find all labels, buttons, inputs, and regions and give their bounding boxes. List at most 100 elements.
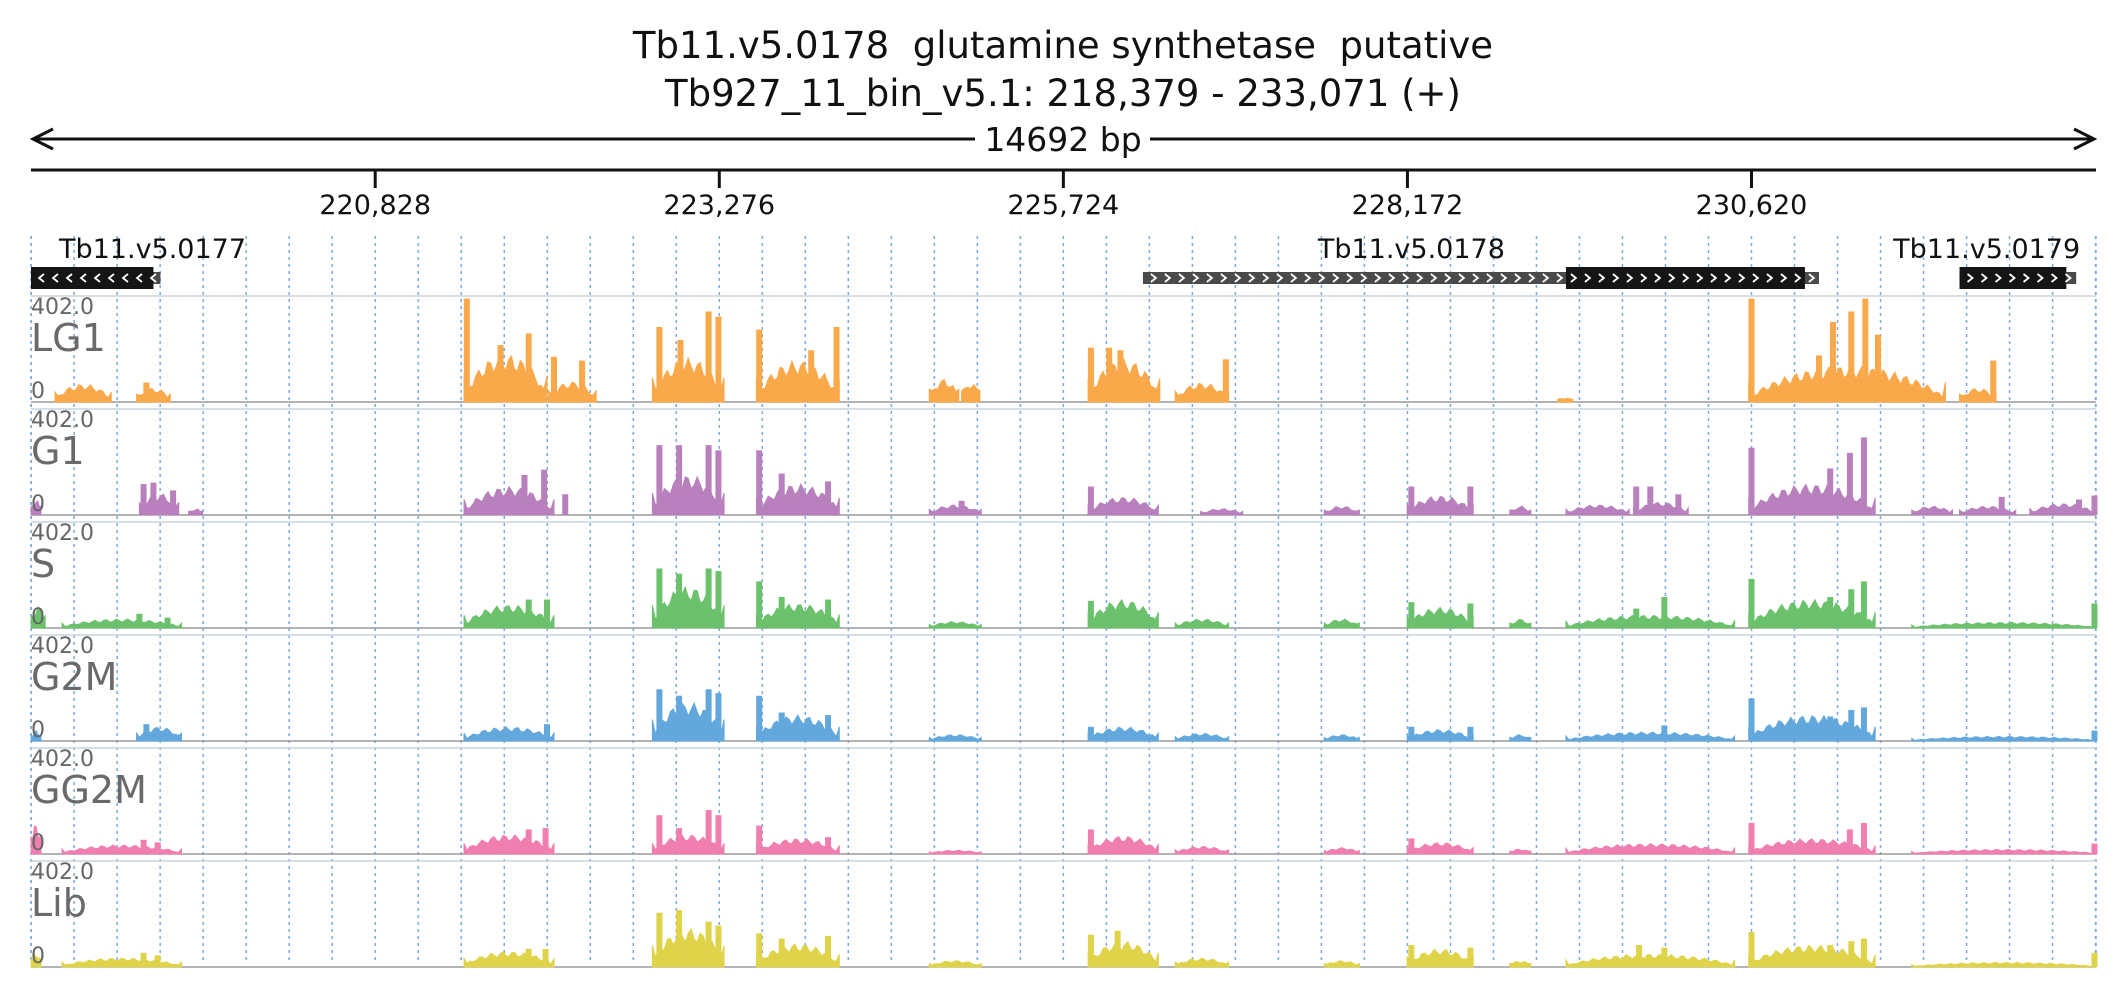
coverage-spike	[1661, 596, 1668, 628]
coverage-area	[1087, 835, 1159, 855]
coverage-spike	[825, 715, 832, 741]
coverage-spike	[1467, 947, 1474, 967]
y-min-label: 0	[31, 831, 45, 856]
strand-chevron	[1150, 273, 1158, 283]
coverage-spike	[143, 724, 150, 741]
x-tick-label: 225,724	[1008, 190, 1120, 221]
strand-chevron	[1360, 273, 1368, 283]
coverage-area	[1509, 619, 1532, 629]
coverage-spike	[525, 829, 532, 854]
coverage-spike	[705, 689, 712, 741]
coverage-spike	[543, 724, 550, 741]
coverage-spike	[1087, 726, 1094, 741]
strand-chevron	[65, 273, 73, 283]
coverage-spike	[1408, 486, 1415, 515]
coverage-spike	[1087, 829, 1094, 854]
coverage-area	[1323, 506, 1360, 516]
coverage-area	[1087, 940, 1159, 968]
x-tick-label: 220,828	[319, 190, 431, 221]
coverage-area	[1911, 505, 1953, 516]
coverage-area	[928, 734, 982, 742]
coverage-spike	[676, 910, 683, 967]
coverage-area	[1406, 606, 1474, 629]
span-length-label: 14692 bp	[984, 120, 1141, 159]
coverage-spike	[715, 450, 722, 515]
coverage-area	[1565, 953, 1736, 968]
strand-chevron	[1276, 273, 1284, 283]
coverage-spike	[1636, 945, 1643, 967]
coverage-area	[1565, 731, 1736, 742]
coverage-spike	[1408, 726, 1415, 741]
strand-chevron	[1710, 273, 1718, 283]
coverage-spike	[543, 599, 550, 628]
coverage-area	[1632, 501, 1689, 516]
strand-chevron	[1966, 273, 1974, 283]
coverage-spike	[715, 925, 722, 967]
coverage-spike	[1860, 581, 1867, 628]
strand-chevron	[2064, 273, 2072, 283]
strand-chevron	[1290, 273, 1298, 283]
span-arrowhead-right	[2073, 127, 2098, 151]
coverage-spike	[1998, 496, 2005, 515]
coverage-spike	[656, 912, 663, 967]
coverage-spike	[1087, 347, 1094, 402]
strand-chevron	[1570, 273, 1578, 283]
coverage-spike	[2091, 952, 2098, 967]
strand-chevron	[1402, 273, 1410, 283]
strand-chevron	[1598, 273, 1606, 283]
coverage-area	[1509, 734, 1532, 742]
coverage-area	[30, 729, 42, 742]
coverage-spike	[1117, 350, 1124, 402]
coverage-area	[1565, 843, 1736, 855]
strand-chevron	[1528, 273, 1536, 283]
coverage-spike	[562, 494, 569, 515]
coverage-spike	[1467, 486, 1474, 515]
strand-chevron	[1206, 273, 1214, 283]
coverage-spike	[1827, 716, 1834, 741]
coverage-area	[1911, 961, 2097, 968]
track-name: LG1	[31, 316, 106, 360]
coverage-area	[463, 951, 555, 968]
coverage-spike	[1661, 725, 1668, 741]
coverage-spike	[1222, 359, 1229, 402]
coverage-spike	[1827, 596, 1834, 628]
strand-chevron	[1640, 273, 1648, 283]
track-g1: 402.0 0 G1	[30, 408, 2098, 517]
coverage-spike	[1860, 707, 1867, 741]
track-name: Lib	[31, 881, 87, 925]
x-tick-label: 230,620	[1696, 190, 1808, 221]
strand-chevron	[1220, 273, 1228, 283]
strand-chevron	[1696, 273, 1704, 283]
coverage-area	[1565, 504, 1630, 516]
coverage-spike	[521, 474, 528, 515]
strand-chevron	[2050, 273, 2058, 283]
coverage-spike	[579, 360, 586, 402]
coverage-area	[1323, 618, 1360, 629]
coverage-spike	[1830, 321, 1837, 402]
strand-chevron	[1192, 273, 1200, 283]
coverage-spike	[1675, 494, 1682, 515]
coverage-spike	[676, 445, 683, 515]
strand-chevron	[93, 273, 101, 283]
strand-chevron	[135, 273, 143, 283]
coverage-spike	[1748, 822, 1755, 854]
track-name: G2M	[31, 655, 117, 699]
strand-chevron	[37, 273, 45, 283]
coverage-area	[1174, 382, 1230, 403]
coverage-spike	[1862, 298, 1869, 402]
coverage-spike	[1114, 930, 1121, 967]
strand-chevron	[79, 273, 87, 283]
span-arrowhead-left	[29, 127, 54, 151]
coverage-area	[1902, 396, 1932, 403]
coverage-spike	[2091, 603, 2098, 628]
coverage-spike	[656, 815, 663, 854]
coverage-area	[1323, 734, 1360, 742]
strand-chevron	[2008, 273, 2016, 283]
coverage-spike	[542, 828, 549, 854]
coverage-spike	[1087, 486, 1094, 515]
coverage-spike	[2075, 499, 2082, 515]
strand-chevron	[1388, 273, 1396, 283]
x-tick-label: 223,276	[663, 190, 775, 221]
strand-chevron	[1794, 273, 1802, 283]
